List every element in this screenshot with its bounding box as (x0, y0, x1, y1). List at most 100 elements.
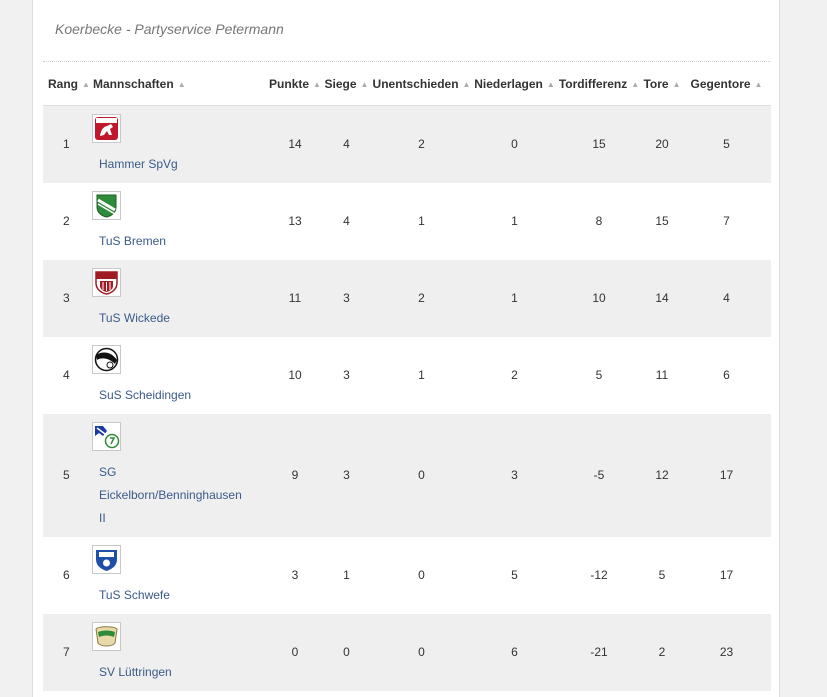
gegentore-cell: 4 (682, 259, 771, 337)
niederlagen-cell: 1 (473, 182, 556, 260)
siege-cell: 0 (323, 613, 370, 691)
sg-eickelborn-logo-icon[interactable] (92, 421, 121, 451)
table-row: 1 Hammer SpVg 14 4 2 0 15 20 5 (43, 105, 771, 183)
tordifferenz-cell: 15 (556, 105, 642, 183)
punkte-cell: 13 (267, 182, 323, 260)
sv-luettringen-logo-icon[interactable] (92, 621, 121, 651)
rang-cell: 5 (43, 413, 91, 537)
unentschieden-cell: 1 (370, 182, 473, 260)
team-name-line: II (99, 510, 106, 525)
rang-cell: 6 (43, 536, 91, 614)
sort-arrows-icon[interactable]: ▲ (177, 80, 186, 90)
siege-cell: 4 (323, 182, 370, 260)
niederlagen-cell: 6 (473, 613, 556, 691)
sort-arrows-icon[interactable]: ▲ (360, 80, 369, 90)
team-name-line: SG (99, 464, 117, 479)
siege-cell: 3 (323, 336, 370, 414)
team-cell: TuS Schwefe (91, 536, 267, 614)
gegentore-cell: 5 (682, 105, 771, 183)
gegentore-cell: 17 (682, 536, 771, 614)
team-link[interactable]: TuS Schwefe (99, 587, 170, 602)
col-header-rang[interactable]: Rang ▲ (43, 63, 91, 106)
tordifferenz-cell: -5 (556, 413, 642, 537)
col-header-mannschaften[interactable]: Mannschaften ▲ (91, 63, 267, 106)
col-header-label: Siege (324, 77, 357, 91)
team-cell: SV Lüttringen (91, 613, 267, 691)
team-cell: SG Eickelborn/Benninghausen II (91, 413, 267, 537)
team-cell: SuS Scheidingen (91, 336, 267, 414)
col-header-label: Unentschieden (372, 77, 459, 91)
col-header-niederlagen[interactable]: Niederlagen ▲ (473, 63, 556, 106)
siege-cell: 1 (323, 536, 370, 614)
team-name-line: Eickelborn/Benninghausen (99, 487, 242, 502)
niederlagen-cell: 0 (473, 105, 556, 183)
divider (43, 61, 771, 62)
col-header-label: Gegentore (690, 77, 751, 91)
rang-cell: 3 (43, 259, 91, 337)
gegentore-cell: 23 (682, 613, 771, 691)
hammer-spvg-logo-icon[interactable] (92, 114, 121, 143)
col-header-label: Tore (643, 77, 669, 91)
table-row: 2 TuS Bremen 13 4 1 1 8 15 7 (43, 182, 771, 260)
sort-arrows-icon[interactable]: ▲ (546, 80, 555, 90)
team-link[interactable]: TuS Bremen (99, 233, 166, 248)
siege-cell: 3 (323, 413, 370, 537)
team-link[interactable]: Hammer SpVg (99, 157, 178, 171)
col-header-siege[interactable]: Siege ▲ (323, 63, 370, 106)
tore-cell: 5 (642, 536, 682, 614)
team-cell: TuS Bremen (91, 182, 267, 260)
table-row: 4 SuS Scheidingen 10 3 1 2 5 11 6 (43, 336, 771, 414)
col-header-gegentore[interactable]: Gegentore ▲ (682, 63, 771, 106)
rang-cell: 2 (43, 182, 91, 260)
sort-arrows-icon[interactable]: ▲ (313, 80, 321, 90)
tus-schwefe-logo-icon[interactable] (92, 544, 121, 574)
team-link[interactable]: SV Lüttringen (99, 664, 172, 679)
tordifferenz-cell: -21 (556, 613, 642, 691)
punkte-cell: 3 (267, 536, 323, 614)
tore-cell: 20 (642, 105, 682, 183)
col-header-unentschieden[interactable]: Unentschieden ▲ (370, 63, 473, 106)
col-header-label: Niederlagen (474, 77, 543, 91)
tore-cell: 14 (642, 259, 682, 337)
sort-arrows-icon[interactable]: ▲ (462, 80, 471, 90)
team-link[interactable]: TuS Wickede (99, 310, 170, 325)
tus-wickede-logo-icon[interactable] (92, 267, 121, 297)
col-header-label: Tordifferenz (558, 77, 628, 91)
niederlagen-cell: 2 (473, 336, 556, 414)
col-header-tore[interactable]: Tore ▲ (642, 63, 682, 106)
sort-arrows-icon[interactable]: ▲ (754, 80, 763, 90)
punkte-cell: 10 (267, 336, 323, 414)
table-row: 3 TuS Wickede 11 3 2 1 10 14 4 (43, 259, 771, 337)
niederlagen-cell: 3 (473, 413, 556, 537)
sort-arrows-icon[interactable]: ▲ (672, 80, 681, 90)
col-header-label: Rang (48, 77, 78, 91)
rang-cell: 1 (43, 105, 91, 183)
rang-cell: 7 (43, 613, 91, 691)
sus-scheidingen-logo-icon[interactable] (92, 344, 121, 374)
tordifferenz-cell: 5 (556, 336, 642, 414)
punkte-cell: 14 (267, 105, 323, 183)
tordifferenz-cell: -12 (556, 536, 642, 614)
punkte-cell: 0 (267, 613, 323, 691)
team-cell: TuS Wickede (91, 259, 267, 337)
sort-arrows-icon[interactable]: ▲ (82, 80, 90, 90)
col-header-punkte[interactable]: Punkte ▲ (267, 63, 323, 106)
niederlagen-cell: 1 (473, 259, 556, 337)
gegentore-cell: 17 (682, 413, 771, 537)
unentschieden-cell: 2 (370, 259, 473, 337)
table-row: 5 SG Eickelborn/Benninghausen II 9 3 0 3 -… (43, 413, 771, 537)
table-header: Rang ▲ Mannschaften ▲ Punkte ▲ Siege ▲ Unent… (43, 63, 771, 106)
siege-cell: 4 (323, 105, 370, 183)
team-link[interactable]: SG Eickelborn/Benninghausen II (99, 461, 267, 530)
team-link[interactable]: SuS Scheidingen (99, 387, 192, 402)
tordifferenz-cell: 10 (556, 259, 642, 337)
tus-bremen-logo-icon[interactable] (92, 190, 121, 220)
niederlagen-cell: 5 (473, 536, 556, 614)
col-header-tordifferenz[interactable]: Tordifferenz ▲ (556, 63, 642, 106)
sort-arrows-icon[interactable]: ▲ (631, 80, 640, 90)
punkte-cell: 11 (267, 259, 323, 337)
table-row: 6 TuS Schwefe 3 1 0 5 -12 5 17 (43, 536, 771, 614)
tore-cell: 12 (642, 413, 682, 537)
team-cell: Hammer SpVg (91, 105, 267, 183)
tore-cell: 15 (642, 182, 682, 260)
